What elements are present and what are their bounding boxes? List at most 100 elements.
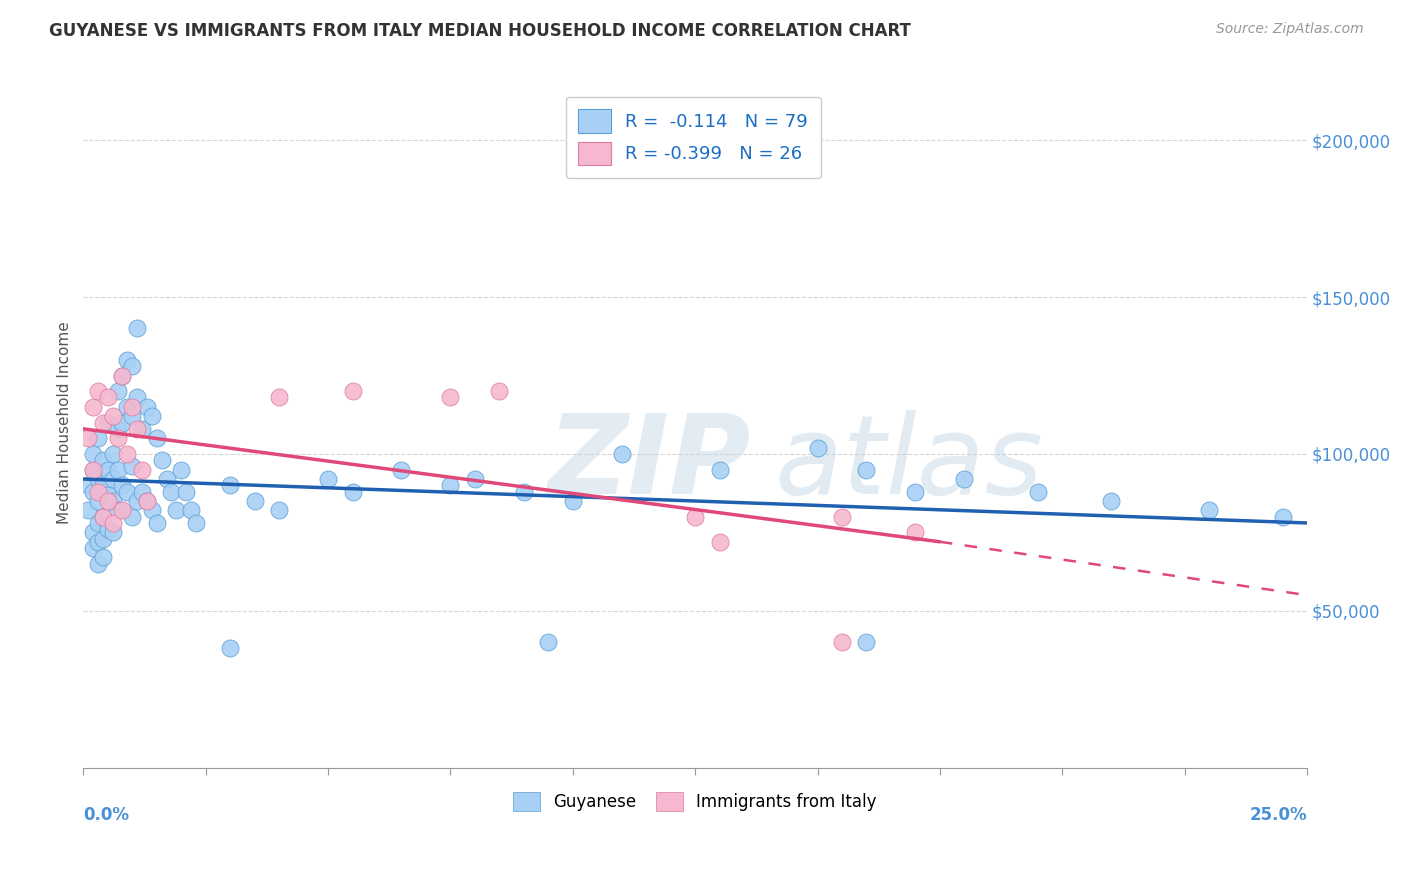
Point — [87, 472, 110, 486]
Point — [87, 494, 110, 508]
Point — [1198, 503, 1220, 517]
Point — [145, 431, 167, 445]
Point — [107, 462, 129, 476]
Point — [165, 503, 187, 517]
Y-axis label: Median Household Income: Median Household Income — [58, 321, 72, 524]
Point — [1026, 484, 1049, 499]
Point — [141, 503, 163, 517]
Point — [131, 484, 153, 499]
Legend: Guyanese, Immigrants from Italy: Guyanese, Immigrants from Italy — [506, 786, 883, 818]
Point — [111, 416, 134, 430]
Point — [107, 503, 129, 517]
Text: ZIP: ZIP — [548, 410, 752, 517]
Point — [101, 516, 124, 530]
Point — [127, 321, 149, 335]
Point — [82, 541, 104, 555]
Point — [82, 525, 104, 540]
Point — [121, 409, 143, 424]
Point — [91, 478, 114, 492]
Point — [316, 472, 339, 486]
Point — [709, 462, 731, 476]
Point — [243, 494, 266, 508]
Point — [82, 400, 104, 414]
Point — [107, 422, 129, 436]
Point — [537, 635, 560, 649]
Point — [107, 384, 129, 399]
Point — [342, 384, 364, 399]
Point — [82, 462, 104, 476]
Point — [77, 478, 100, 492]
Point — [121, 400, 143, 414]
Point — [160, 484, 183, 499]
Point — [464, 472, 486, 486]
Point — [610, 447, 633, 461]
Text: Source: ZipAtlas.com: Source: ZipAtlas.com — [1216, 22, 1364, 37]
Point — [709, 534, 731, 549]
Point — [87, 534, 110, 549]
Point — [135, 494, 157, 508]
Point — [117, 447, 139, 461]
Point — [91, 550, 114, 565]
Point — [91, 453, 114, 467]
Point — [87, 516, 110, 530]
Point — [150, 453, 173, 467]
Point — [267, 503, 290, 517]
Point — [82, 447, 104, 461]
Point — [91, 509, 114, 524]
Point — [111, 503, 134, 517]
Point — [174, 484, 197, 499]
Point — [806, 441, 828, 455]
Point — [1271, 509, 1294, 524]
Point — [107, 431, 129, 445]
Point — [127, 422, 149, 436]
Point — [101, 409, 124, 424]
Point — [831, 509, 853, 524]
Point — [121, 459, 143, 474]
Point — [91, 416, 114, 430]
Point — [170, 462, 193, 476]
Point — [561, 494, 583, 508]
Point — [145, 516, 167, 530]
Point — [87, 557, 110, 571]
Point — [101, 494, 124, 508]
Point — [184, 516, 207, 530]
Point — [111, 478, 134, 492]
Point — [82, 484, 104, 499]
Point — [82, 462, 104, 476]
Point — [87, 431, 110, 445]
Point — [111, 368, 134, 383]
Point — [97, 488, 120, 502]
Point — [97, 522, 120, 536]
Point — [101, 472, 124, 486]
Point — [101, 525, 124, 540]
Text: 0.0%: 0.0% — [83, 805, 129, 823]
Point — [121, 509, 143, 524]
Point — [141, 409, 163, 424]
Point — [97, 462, 120, 476]
Point — [831, 635, 853, 649]
Point — [180, 503, 202, 517]
Point — [513, 484, 536, 499]
Point — [1099, 494, 1122, 508]
Point — [267, 391, 290, 405]
Text: 25.0%: 25.0% — [1250, 805, 1308, 823]
Text: atlas: atlas — [775, 410, 1043, 517]
Point — [87, 484, 110, 499]
Point — [855, 462, 877, 476]
Point — [91, 509, 114, 524]
Point — [77, 503, 100, 517]
Point — [77, 431, 100, 445]
Point — [101, 447, 124, 461]
Point — [117, 400, 139, 414]
Point — [135, 494, 157, 508]
Point — [342, 484, 364, 499]
Text: GUYANESE VS IMMIGRANTS FROM ITALY MEDIAN HOUSEHOLD INCOME CORRELATION CHART: GUYANESE VS IMMIGRANTS FROM ITALY MEDIAN… — [49, 22, 911, 40]
Point — [219, 641, 242, 656]
Point — [111, 368, 134, 383]
Point — [97, 494, 120, 508]
Point — [127, 391, 149, 405]
Point — [683, 509, 706, 524]
Point — [488, 384, 510, 399]
Point — [953, 472, 976, 486]
Point — [117, 484, 139, 499]
